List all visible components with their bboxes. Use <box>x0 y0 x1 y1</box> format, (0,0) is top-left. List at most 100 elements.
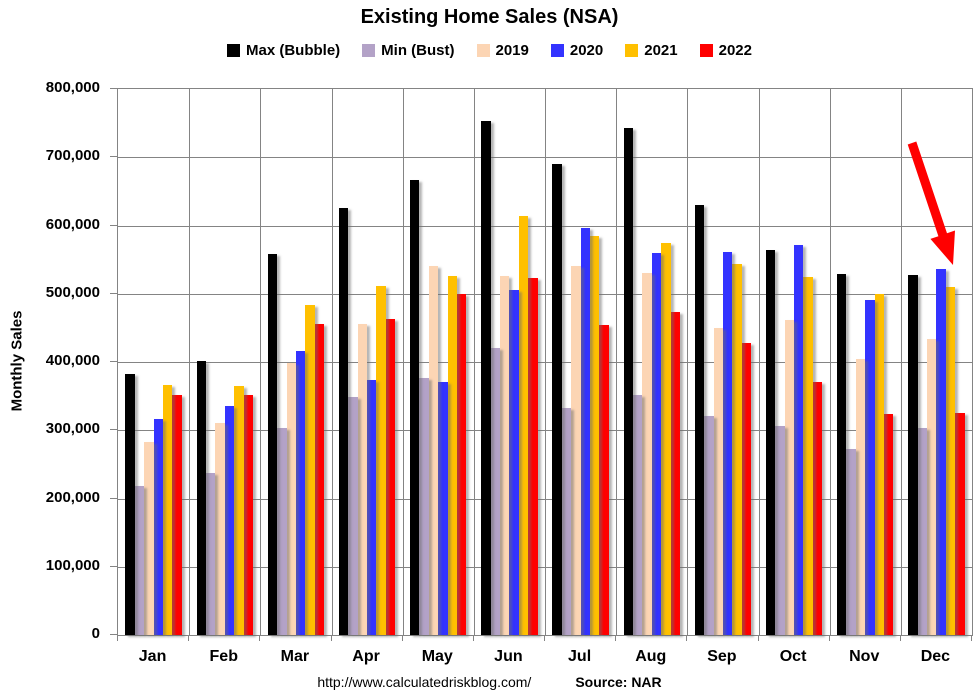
x-tick-mark <box>188 635 190 641</box>
x-axis-label-jun: Jun <box>494 648 523 665</box>
v-gridline-3 <box>331 89 333 635</box>
x-tick-mark <box>401 635 403 641</box>
footer: http://www.calculatedriskblog.com/ Sourc… <box>0 674 979 690</box>
bar-2019-sep <box>713 327 723 635</box>
bar-2019-aug <box>642 272 652 635</box>
x-axis-label-mar: Mar <box>280 648 310 665</box>
bar-min-bust-jun <box>490 348 500 635</box>
bar-2020-aug <box>651 252 662 635</box>
bar-max-bubble-jun <box>481 121 491 635</box>
bar-max-bubble-aug <box>623 127 633 635</box>
legend-item-2019: 2019 <box>476 42 529 59</box>
bar-2021-jan <box>162 385 173 635</box>
bar-2019-nov <box>855 358 866 635</box>
bar-2020-jun <box>509 290 519 635</box>
bar-2021-jul <box>589 236 600 635</box>
bar-min-bust-jan <box>134 486 145 635</box>
legend-swatch-icon <box>625 44 639 57</box>
bar-max-bubble-dec <box>908 275 918 635</box>
bar-min-bust-sep <box>704 415 714 635</box>
y-tick-mark <box>110 292 117 294</box>
bar-2019-may <box>428 265 439 635</box>
bar-min-bust-dec <box>917 427 927 635</box>
y-tick-label-0: 0 <box>91 625 100 642</box>
legend-item-2021: 2021 <box>625 42 678 59</box>
legend-label: Min (Bust) <box>381 42 455 59</box>
footer-source: Source: NAR <box>575 674 662 690</box>
bar-min-bust-nov <box>846 449 856 635</box>
x-tick-mark <box>615 635 617 641</box>
bar-max-bubble-jul <box>552 164 562 635</box>
bar-max-bubble-sep <box>694 205 705 635</box>
x-tick-mark <box>828 635 830 641</box>
x-axis-label-jul: Jul <box>568 648 592 665</box>
bar-2020-nov <box>865 299 875 635</box>
legend-label: 2019 <box>495 42 529 59</box>
bar-2019-oct <box>784 320 795 635</box>
legend-label: 2020 <box>569 42 604 59</box>
bar-2022-aug <box>670 311 680 635</box>
v-gridline-1 <box>189 89 191 635</box>
bar-min-bust-mar <box>277 428 287 635</box>
bar-2022-apr <box>385 319 396 635</box>
bar-2022-sep <box>741 342 752 635</box>
legend: Max (Bubble) Min (Bust) 2019 2020 2021 2022 <box>0 42 979 59</box>
y-tick-label-400000: 400,000 <box>45 352 100 369</box>
x-tick-mark <box>686 635 688 641</box>
bar-2019-jun <box>500 276 510 635</box>
bar-2020-feb <box>224 406 235 635</box>
y-tick-label-100000: 100,000 <box>45 556 100 574</box>
bar-2021-feb <box>234 385 244 635</box>
x-axis-label-jan: Jan <box>138 648 167 665</box>
v-gridline-9 <box>758 89 760 635</box>
x-axis-label-may: May <box>421 648 453 665</box>
bar-2022-jan <box>172 394 182 635</box>
x-tick-mark <box>757 635 759 641</box>
bar-2019-jul <box>571 266 581 635</box>
bar-2020-may <box>438 381 448 635</box>
legend-label: Max (Bubble) <box>246 42 341 59</box>
bar-2020-jul <box>580 228 590 635</box>
legend-label: 2021 <box>644 42 678 59</box>
bar-2019-apr <box>357 324 368 635</box>
bar-2021-oct <box>803 276 813 635</box>
x-tick-mark <box>472 635 474 641</box>
y-tick-label-300000: 300,000 <box>45 420 100 438</box>
v-gridline-2 <box>260 89 262 635</box>
legend-label: 2022 <box>718 42 752 59</box>
bar-2020-sep <box>722 252 733 635</box>
y-tick-mark <box>110 88 117 89</box>
v-gridline-6 <box>545 89 546 635</box>
v-gridline-5 <box>473 89 475 635</box>
x-tick-mark <box>899 635 901 641</box>
x-axis-label-dec: Dec <box>920 648 951 665</box>
y-tick-mark <box>110 565 117 567</box>
y-tick-mark <box>110 429 117 431</box>
bar-2020-oct <box>794 245 804 635</box>
chart-title: Existing Home Sales (NSA) <box>360 6 619 28</box>
x-axis-label-apr: Apr <box>352 648 380 665</box>
v-gridline-7 <box>616 89 618 635</box>
y-tick-mark <box>110 634 117 635</box>
bar-2021-aug <box>661 243 671 635</box>
x-axis-label-feb: Feb <box>209 648 238 665</box>
y-tick-label-700000: 700,000 <box>45 147 100 165</box>
x-tick-mark <box>544 635 545 641</box>
bar-max-bubble-feb <box>196 361 206 635</box>
y-tick-label-800000: 800,000 <box>45 79 100 96</box>
bar-2022-nov <box>884 413 894 635</box>
bar-2021-nov <box>874 294 885 635</box>
x-tick-mark <box>259 635 261 641</box>
x-axis-label-oct: Oct <box>779 648 807 665</box>
bar-2022-mar <box>314 323 325 635</box>
legend-swatch-icon <box>362 44 376 57</box>
y-tick-mark <box>110 224 117 226</box>
bar-2022-may <box>457 293 467 635</box>
bar-2019-feb <box>215 423 225 635</box>
bar-max-bubble-mar <box>267 254 278 635</box>
bar-min-bust-aug <box>632 394 643 635</box>
legend-item-2022: 2022 <box>699 42 752 59</box>
bar-2022-jul <box>599 325 609 635</box>
bar-2019-dec <box>927 339 937 635</box>
